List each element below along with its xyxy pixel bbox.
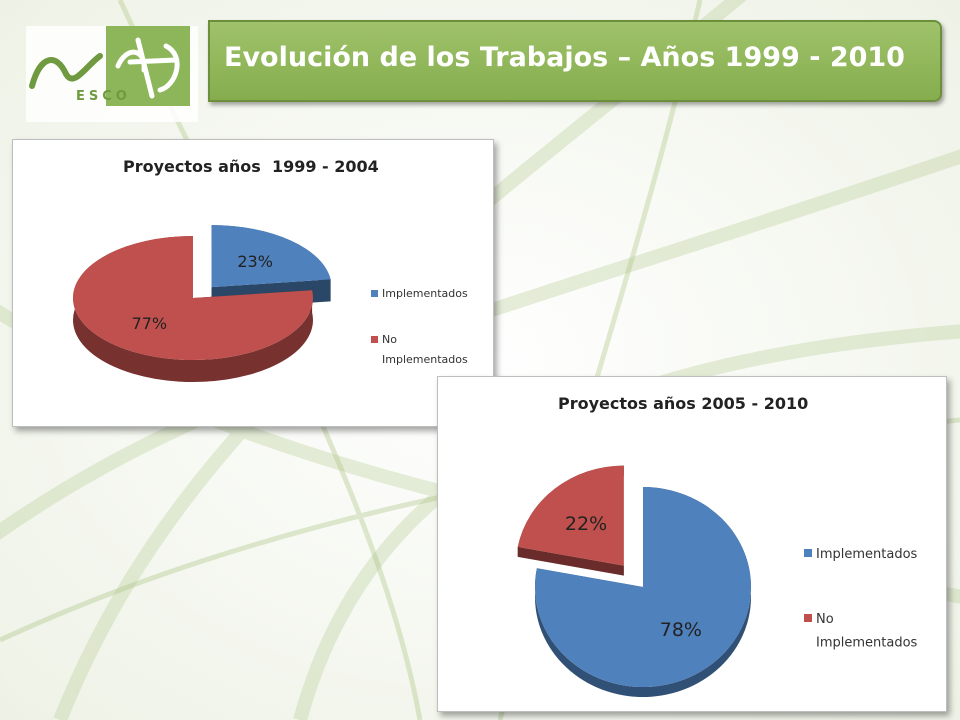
data-label-no-implementados: 22% [565, 513, 607, 535]
legend-swatch-implementados [804, 549, 812, 557]
legend-swatch-no-implementados [804, 614, 812, 622]
pie-area: 78% 22% [517, 465, 751, 697]
data-label-implementados: 78% [660, 619, 702, 641]
chart-title: Proyectos años 2005 - 2010 [558, 394, 808, 413]
chart-1999-2004: Proyectos años 1999 - 2004 23% 77% Implem… [12, 139, 494, 427]
legend-label-line: Implementados [382, 353, 468, 366]
legend-label-no-implementados: No Implementados [382, 333, 468, 366]
company-logo: ESCO [26, 26, 198, 122]
pie-slice-no-implementados [517, 465, 624, 566]
legend-swatch-implementados [371, 290, 378, 297]
legend-label-implementados: Implementados [382, 287, 468, 300]
legend-label-line: Implementados [816, 635, 918, 650]
pie-slice-implementados [535, 487, 751, 687]
chart-title: Proyectos años 1999 - 2004 [123, 157, 379, 176]
pie-area: 23% 77% [73, 225, 331, 382]
pie-slice-wall-no-implementados [517, 546, 624, 576]
legend: Implementados No Implementados [371, 287, 468, 366]
legend-swatch-no-implementados [371, 336, 378, 343]
data-label-implementados: 23% [237, 252, 273, 271]
data-label-no-implementados: 77% [132, 314, 168, 333]
legend-label-line: No [382, 333, 397, 346]
pie-slice-implementados [211, 225, 331, 288]
legend-label-line: No [816, 612, 834, 627]
legend: Implementados No Implementados [804, 547, 918, 650]
legend-label-implementados: Implementados [816, 547, 918, 562]
logo-text: ESCO [76, 89, 131, 104]
chart-2005-2010: Proyectos años 2005 - 2010 78% 22% Implem… [437, 376, 947, 712]
pie-slice-no-implementados [73, 236, 314, 360]
legend-label-no-implementados: No Implementados [816, 612, 918, 650]
slide-title: Evolución de los Trabajos – Años 1999 - … [224, 42, 905, 73]
title-bar: Evolución de los Trabajos – Años 1999 - … [208, 20, 942, 102]
